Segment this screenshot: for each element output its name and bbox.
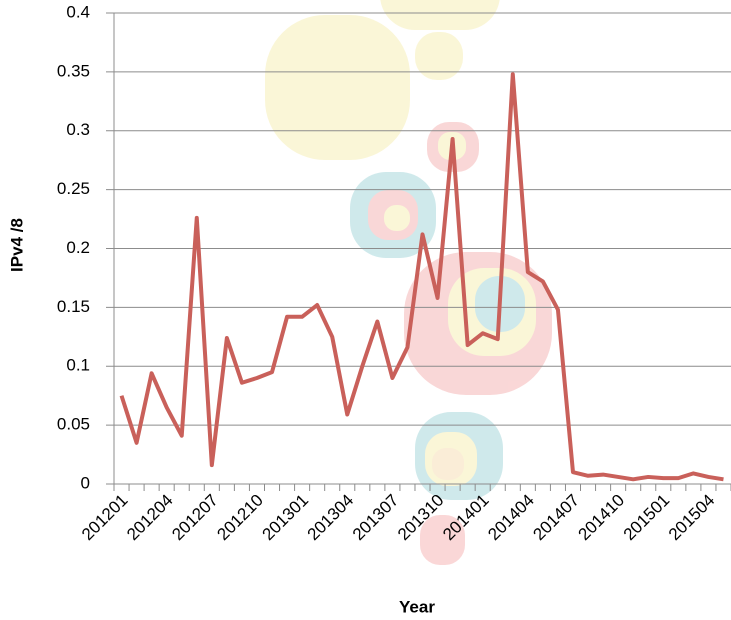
x-tick-label: 201407 [529,491,583,545]
y-tick-label: 0.25 [57,179,90,198]
x-tick-label: 201304 [304,491,358,545]
y-tick-label: 0.1 [66,356,90,375]
y-tick-label: 0.05 [57,415,90,434]
x-tick-label: 201410 [575,491,629,545]
x-tick-label: 201301 [259,491,313,545]
y-axis-title: IPv4 /8 [7,218,26,272]
y-tick-label: 0.2 [66,238,90,257]
y-tick-label: 0 [81,473,90,492]
x-tick-label: 201307 [349,491,403,545]
background-decoration [265,0,552,565]
chart: Year IPv4 /8 0 0.05 0.1 0.15 0.2 0.25 0.3 0.35 0… [0,0,731,620]
y-tick-label: 0.15 [57,297,90,316]
y-tick-label: 0.4 [66,2,90,21]
y-tick-label: 0.3 [66,120,90,139]
x-tick-label: 201207 [168,491,222,545]
x-tick-label: 201210 [213,491,267,545]
x-axis-title: Year [399,597,435,616]
y-tick-label: 0.35 [57,61,90,80]
x-tick-label: 201204 [123,491,177,545]
x-tick-label: 201504 [665,491,719,545]
x-tick-label: 201404 [484,491,538,545]
x-tick-label: 201201 [78,491,132,545]
x-tick-label: 201501 [620,491,674,545]
